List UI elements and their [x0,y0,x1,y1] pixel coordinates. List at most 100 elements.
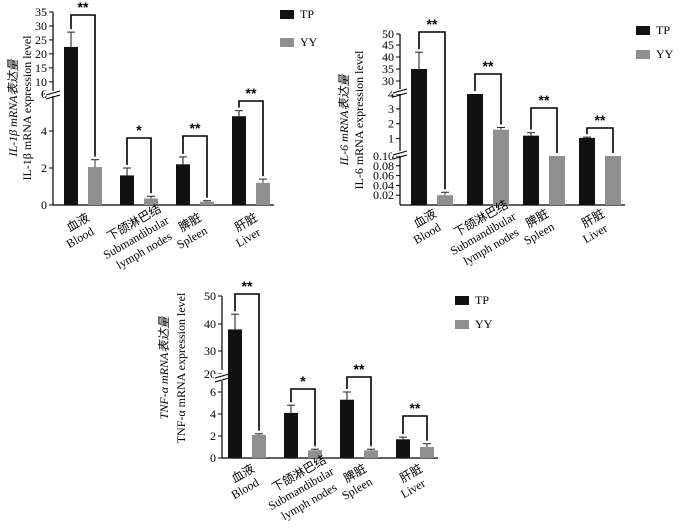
legend-swatch-yy [280,38,294,47]
y-tick-label: 40 [382,50,394,64]
legend-label: YY [475,317,493,331]
y-tick-label: 6 [41,87,47,101]
y-tick-label: 2 [210,429,216,443]
y-tick-label: 0 [210,451,216,465]
legend-swatch-yy [455,320,469,329]
significance-label: ** [427,16,438,32]
y-axis-title-en: IL-6 mRNA expression level [352,50,366,190]
bar-tp [120,175,134,205]
significance-label: * [136,122,142,138]
significance-bracket [418,31,446,190]
legend-label: TP [475,293,489,307]
y-tick-label: 4 [210,407,216,421]
bar-tp [284,412,298,458]
significance-bracket [234,293,260,431]
significance-label: ** [410,400,421,416]
bar-yy [256,182,270,205]
significance-label: ** [354,361,365,377]
significance-bracket [346,376,372,447]
axis-break-mark [392,150,408,156]
y-tick-label: 35 [35,5,47,19]
bar-tp [396,439,410,458]
y-tick-label: 30 [35,19,47,33]
significance-label: * [300,373,306,389]
y-tick-label: 0.08 [373,159,394,173]
bar-yy [420,447,434,458]
axis-break-mark [392,154,408,160]
bar-yy [252,434,266,458]
axis-break-mark [45,90,61,96]
y-tick-label: 2 [388,117,394,131]
y-axis-title-cn: IL-6 mRNA表达量 [337,74,351,167]
legend-label: YY [300,35,318,49]
y-tick-label: 0.02 [373,188,394,202]
bar-yy [200,201,214,205]
y-tick-label: 15 [35,61,47,75]
significance-label: ** [242,278,253,294]
y-tick-label: 0.10 [373,149,394,163]
legend-swatch-tp [280,10,294,19]
axis-break-mark [214,373,230,379]
y-tick-label: 0 [41,198,47,212]
y-tick-label: 40 [204,317,216,331]
bar-tp [228,329,242,458]
y-tick-label: 20 [204,367,216,381]
bar-tp [232,116,246,205]
legend-swatch-tp [455,296,469,305]
legend-swatch-tp [636,26,650,35]
bar-yy [605,156,621,205]
bar-tp [340,399,354,458]
significance-bracket [402,415,428,441]
y-axis-title-en: TNF-α mRNA expression level [174,292,188,443]
significance-label: ** [246,85,257,101]
bar-tp [64,46,78,206]
y-tick-label: 30 [204,344,216,358]
bar-tp [467,94,483,205]
bar-tp [579,137,595,205]
bar-tp [176,164,190,205]
y-tick-label: 10 [35,75,47,89]
legend-label: YY [656,47,674,61]
bar-yy [549,156,565,205]
axis-break-mark [392,88,408,94]
significance-label: ** [78,0,89,15]
significance-label: ** [539,92,550,108]
legend-label: TP [656,23,670,37]
significance-bracket [182,135,208,198]
y-tick-label: 20 [35,47,47,61]
axis-break-mark [214,377,230,383]
y-axis-title-cn: TNF-α mRNA表达量 [157,316,171,420]
significance-label: ** [190,120,201,136]
axis-break-mark [392,92,408,98]
bar-yy [493,129,509,205]
significance-bracket [70,14,96,157]
y-axis-title-cn: IL-1β mRNA表达量 [6,59,20,158]
significance-bracket [586,127,614,153]
y-tick-label: 35 [382,62,394,76]
legend-swatch-yy [636,50,650,59]
y-tick-label: 2 [41,161,47,175]
bar-yy [144,198,158,205]
bar-yy [308,450,322,458]
y-tick-label: 6 [41,87,47,101]
bar-yy [437,195,453,205]
significance-bracket [126,137,152,194]
y-tick-label: 30 [382,74,394,88]
y-tick-label: 4 [41,124,47,138]
bar-tp [523,135,539,205]
y-tick-label: 6 [210,385,216,399]
bar-tp [411,69,427,205]
y-tick-label: 1 [388,132,394,146]
significance-bracket [474,73,502,125]
bar-yy [364,450,378,458]
significance-bracket [530,107,558,153]
significance-bracket [238,100,264,177]
y-tick-label: 4 [388,87,394,101]
y-tick-label: 0.04 [373,178,394,192]
y-tick-label: 3 [388,102,394,116]
axis-break-mark [45,94,61,100]
